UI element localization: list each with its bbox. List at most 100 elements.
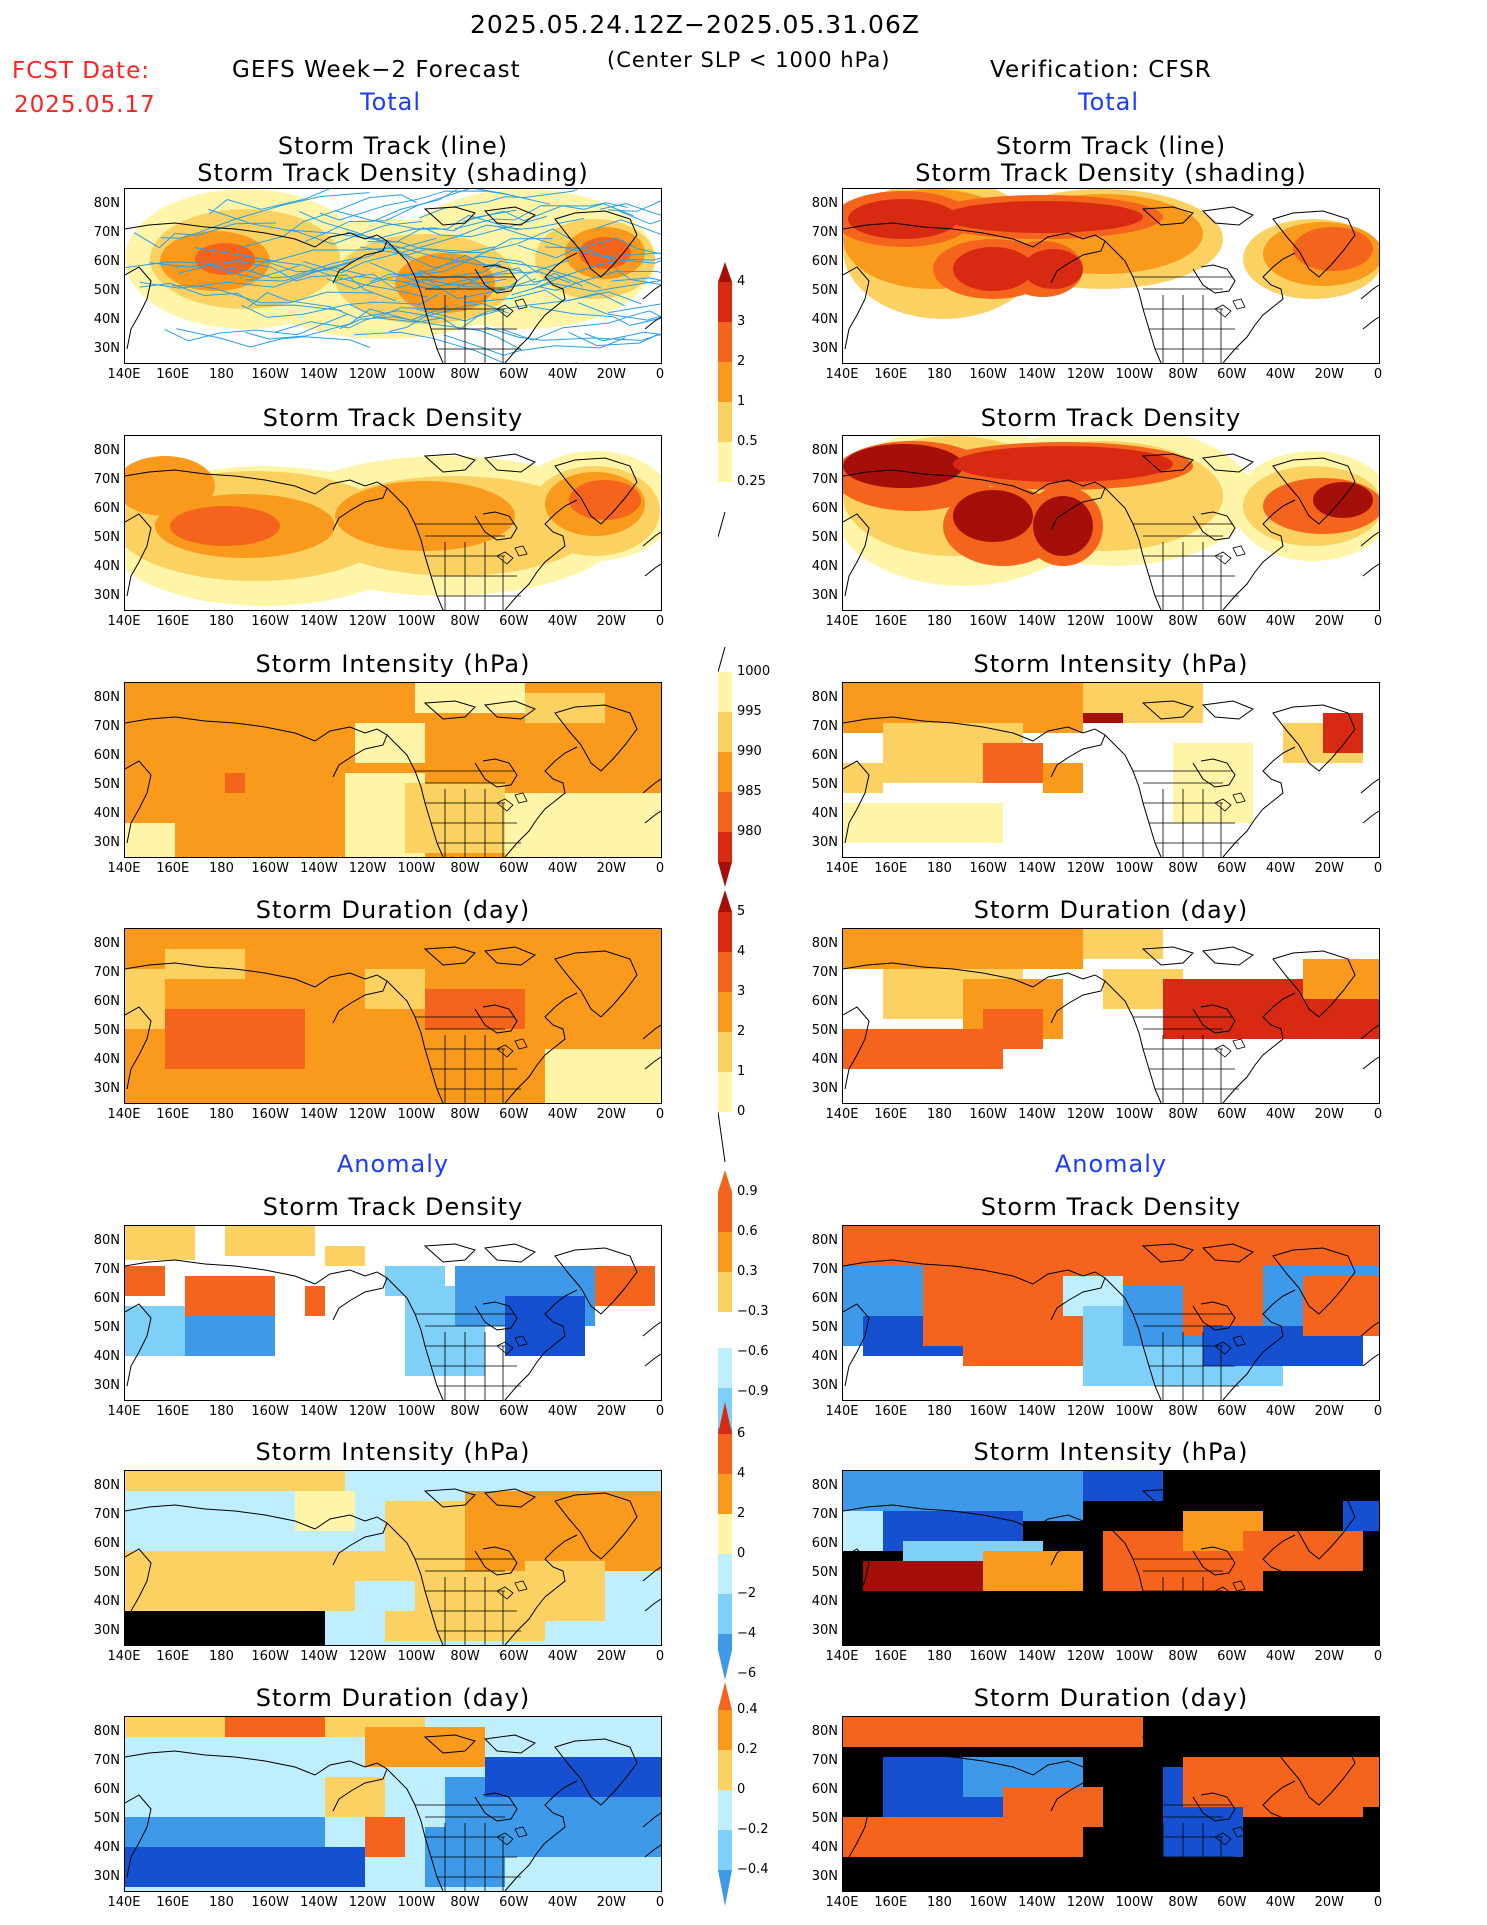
cb-label-intensity-anom: −2 (737, 1586, 757, 1601)
cb-label-duration-total: 4 (737, 944, 746, 959)
lon-label: 120W (348, 1895, 387, 1910)
lat-label: 30N (811, 1081, 838, 1096)
cb-label-density-total: 0.25 (737, 474, 766, 489)
lon-label: 140W (1018, 1107, 1056, 1122)
lon-label: 60W (1217, 1895, 1247, 1910)
lon-label: 100W (397, 614, 436, 629)
panel-intensity-right-map (843, 683, 1379, 857)
lat-label: 80N (811, 690, 838, 705)
lon-label: 100W (1115, 1649, 1154, 1664)
lon-label: 0 (655, 861, 665, 876)
lat-label: 30N (93, 1869, 120, 1884)
great-lakes (496, 298, 528, 318)
lat-label: 30N (93, 1623, 120, 1638)
lat-label: 40N (93, 559, 120, 574)
lat-label: 30N (93, 835, 120, 850)
lon-label: 120W (348, 614, 387, 629)
lat-label: 40N (811, 559, 838, 574)
cb-label-intensity-anom: −6 (737, 1666, 757, 1681)
lon-label: 140W (300, 1649, 338, 1664)
panel-density-right-map (843, 436, 1379, 610)
title-intensity-left: Storm Intensity (hPa) (255, 650, 531, 678)
great-lakes (1214, 298, 1246, 318)
lat-label: 70N (93, 965, 120, 980)
panel-intensity-anom-right (842, 1470, 1380, 1646)
lat-label: 50N (93, 1023, 120, 1038)
panel-intensity-left (124, 682, 662, 858)
panel-density-anom-left (124, 1225, 662, 1401)
lon-label: 120W (348, 367, 387, 382)
lon-label: 180 (927, 1895, 952, 1910)
lat-label: 80N (93, 690, 120, 705)
lon-label: 100W (397, 367, 436, 382)
cb-label-density-total: 2 (737, 354, 746, 369)
lat-label: 30N (811, 1623, 838, 1638)
panel-duration-left-map (125, 929, 661, 1103)
title-duration-anom-right: Storm Duration (day) (973, 1684, 1249, 1712)
colorbar-anomaly (718, 1170, 732, 1906)
lat-label: 60N (811, 254, 838, 269)
cb-label-duration-anom: 0 (737, 1782, 746, 1797)
great-lakes (496, 1826, 528, 1846)
lat-label: 40N (811, 1349, 838, 1364)
lon-label: 140E (107, 367, 141, 382)
lon-label: 100W (1115, 1107, 1154, 1122)
lon-label: 120W (1066, 1107, 1105, 1122)
lon-label: 0 (655, 614, 665, 629)
cb-label-density-anom: 0.9 (737, 1184, 758, 1199)
lon-label: 120W (348, 1107, 387, 1122)
lat-label: 60N (811, 1782, 838, 1797)
fcst-date-label: FCST Date: (12, 58, 150, 84)
lon-label: 160W (969, 1107, 1007, 1122)
panel-duration-right-map (843, 929, 1379, 1103)
lon-label: 160E (156, 367, 190, 382)
lon-label: 40W (547, 1895, 578, 1910)
panel-duration-anom-right (842, 1716, 1380, 1892)
panel-intensity-left-map (125, 683, 661, 857)
lon-label: 20W (596, 1404, 626, 1419)
cb-label-intensity-anom: 0 (737, 1546, 746, 1561)
lon-label: 100W (397, 1404, 436, 1419)
lon-label: 60W (499, 614, 529, 629)
lon-label: 60W (499, 1107, 529, 1122)
lon-label: 80W (450, 614, 480, 629)
panel-track-right-map (843, 189, 1379, 363)
lon-label: 0 (655, 1895, 665, 1910)
lon-label: 80W (1168, 367, 1198, 382)
panel-intensity-anom-right-map (843, 1471, 1379, 1645)
title-track-line-right: Storm Track (line) (995, 132, 1227, 160)
panel-duration-anom-left-map (125, 1717, 661, 1891)
coastline (125, 1734, 661, 1891)
lon-label: 120W (1066, 1404, 1105, 1419)
cb-label-duration-anom: 0.2 (737, 1742, 758, 1757)
lon-label: 180 (209, 367, 234, 382)
lon-label: 0 (1373, 614, 1383, 629)
lon-label: 120W (1066, 1895, 1105, 1910)
lat-label: 40N (93, 1840, 120, 1855)
lon-label: 160E (874, 1404, 908, 1419)
cb-label-density-anom: −0.9 (737, 1384, 769, 1399)
lon-label: 0 (1373, 1404, 1383, 1419)
fcst-date-value: 2025.05.17 (14, 92, 156, 118)
panel-duration-right (842, 928, 1380, 1104)
great-lakes (1214, 1335, 1246, 1355)
lat-label: 60N (93, 501, 120, 516)
state-borders (1133, 1804, 1239, 1891)
lon-label: 100W (1115, 367, 1154, 382)
lat-label: 50N (93, 1320, 120, 1335)
title-track-shading-right: Storm Track Density (shading) (915, 159, 1307, 187)
lat-label: 80N (811, 936, 838, 951)
lat-label: 40N (93, 1349, 120, 1364)
lon-label: 140W (300, 1895, 338, 1910)
cb-label-duration-total: 5 (737, 904, 746, 919)
panel-duration-left (124, 928, 662, 1104)
great-lakes (496, 1038, 528, 1058)
lat-label: 40N (93, 312, 120, 327)
lat-label: 50N (93, 283, 120, 298)
lon-label: 160W (251, 1107, 289, 1122)
lon-label: 140W (1018, 614, 1056, 629)
panel-intensity-right (842, 682, 1380, 858)
title-density-anom-right: Storm Track Density (980, 1193, 1242, 1221)
lon-label: 80W (1168, 1404, 1198, 1419)
lon-label: 80W (1168, 1895, 1198, 1910)
